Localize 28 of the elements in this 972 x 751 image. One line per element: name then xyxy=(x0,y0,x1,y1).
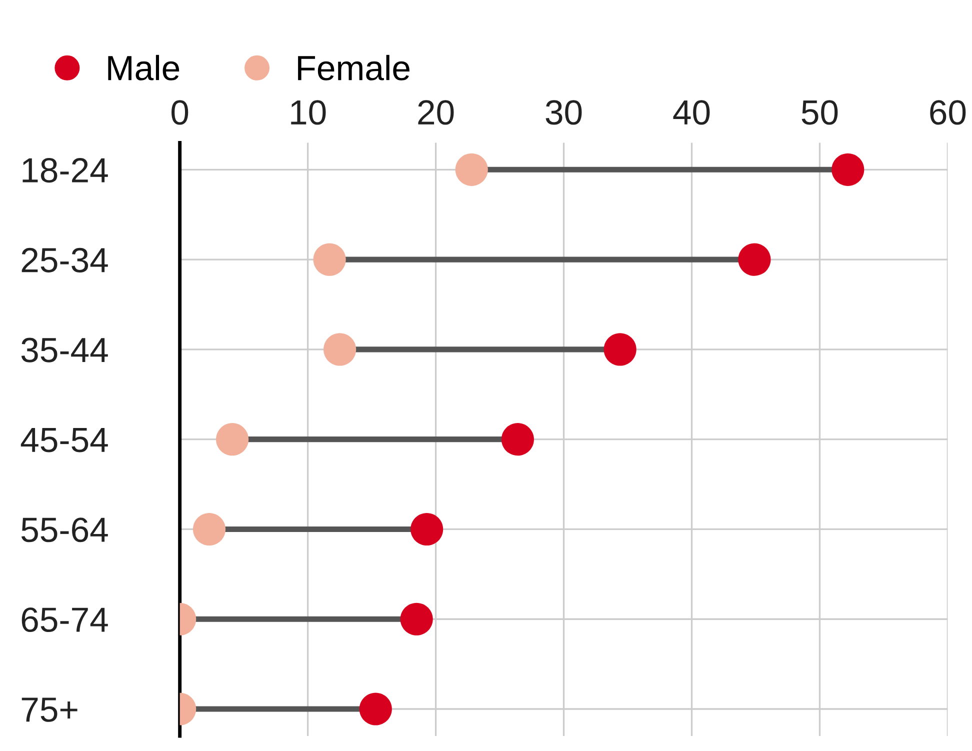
point xyxy=(400,602,433,636)
y-tick-label: 25-34 xyxy=(22,248,108,272)
point xyxy=(501,423,534,456)
y-tick-label: 55-64 xyxy=(21,518,108,542)
point xyxy=(313,243,346,276)
x-tick-label: 0 xyxy=(172,100,188,125)
point xyxy=(216,423,249,456)
x-tick-label: 20 xyxy=(418,100,454,125)
point xyxy=(738,243,771,276)
x-tick-label: 30 xyxy=(546,100,582,125)
point xyxy=(604,333,636,366)
legend-label: Male xyxy=(108,54,180,80)
x-tick-label: 10 xyxy=(291,100,326,125)
y-tick-label: 75+ xyxy=(22,698,78,722)
x-tick-label: 60 xyxy=(930,100,966,125)
point xyxy=(324,333,356,366)
point xyxy=(359,692,392,726)
y-tick-label: 35-44 xyxy=(21,338,108,362)
x-tick-label: 40 xyxy=(673,100,710,125)
point xyxy=(410,512,444,546)
legend-label: Female xyxy=(298,54,410,80)
y-tick-label: 45-54 xyxy=(20,428,108,452)
x-tick-label: 50 xyxy=(802,100,838,125)
y-tick-label: 18-24 xyxy=(22,158,108,183)
point xyxy=(455,153,488,186)
point xyxy=(832,153,864,186)
y-tick-label: 65-74 xyxy=(22,607,108,632)
point xyxy=(192,512,226,546)
